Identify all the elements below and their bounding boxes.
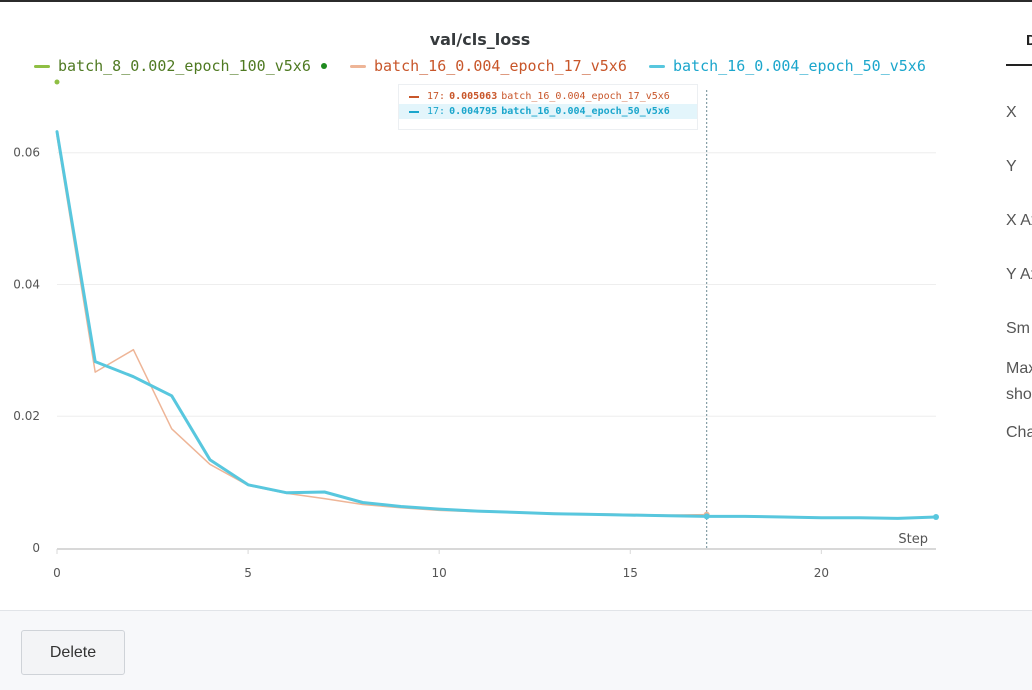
hover-tooltip: 17: 0.005063 batch_16_0.004_epoch_17_v5x…: [398, 84, 698, 130]
tooltip-row-1: 17: 0.004795 batch_16_0.004_epoch_50_v5x…: [399, 104, 697, 119]
tooltip-swatch-0: [409, 95, 419, 98]
tooltip-name-1: batch_16_0.004_epoch_50_v5x6: [501, 106, 670, 117]
legend-label-1: batch_16_0.004_epoch_17_v5x6: [374, 57, 627, 75]
x-axis-title: Step: [898, 532, 928, 547]
chart-legend: batch_8_0.002_epoch_100_v5x6 batch_16_0.…: [34, 57, 954, 77]
setting-x-label: X: [1006, 104, 1017, 121]
delete-button[interactable]: Delete: [21, 630, 125, 675]
chart-title: val/cls_loss: [429, 30, 531, 49]
x-tick-label: 5: [244, 566, 252, 580]
legend-label-2: batch_16_0.004_epoch_50_v5x6: [673, 57, 926, 75]
setting-x-axis-label: X Ax: [1006, 212, 1032, 229]
legend-item-1[interactable]: batch_16_0.004_epoch_17_v5x6: [350, 57, 627, 75]
x-tick-label: 0: [53, 566, 61, 580]
x-tick-label: 15: [623, 566, 638, 580]
series-end-point: [933, 514, 939, 521]
series-point-0: [54, 79, 60, 85]
tooltip-name-0: batch_16_0.004_epoch_17_v5x6: [501, 91, 670, 102]
tooltip-step-0: 17:: [427, 91, 446, 102]
x-tick-label: 20: [814, 566, 829, 580]
tooltip-value-1: 0.004795: [449, 106, 498, 117]
setting-smoothing-label: Sm: [1006, 320, 1030, 337]
legend-item-0[interactable]: batch_8_0.002_epoch_100_v5x6: [34, 57, 327, 75]
legend-swatch-2: [649, 64, 665, 68]
series-line-2: [55, 130, 938, 520]
settings-tab-underline: [1006, 64, 1032, 66]
tooltip-swatch-1: [409, 110, 419, 113]
setting-chart-type-label: Cha: [1006, 424, 1032, 441]
tooltip-step-1: 17:: [427, 106, 446, 117]
y-tick-label: 0.04: [13, 277, 40, 291]
series-line-1: [56, 135, 708, 516]
legend-status-dot: [320, 63, 327, 69]
setting-max-runs-label-2: sho: [1006, 386, 1032, 403]
chart-settings-panel: D X Y X Ax Y Ax Sm Max sho Cha: [1006, 0, 1032, 610]
x-tick-label: 10: [432, 566, 447, 580]
legend-label-0: batch_8_0.002_epoch_100_v5x6: [58, 57, 311, 75]
y-tick-label: 0.06: [13, 146, 40, 160]
footer-bar: Delete: [0, 610, 1032, 690]
tooltip-value-0: 0.005063: [449, 91, 498, 102]
legend-swatch-0: [34, 64, 50, 68]
y-tick-label: 0: [32, 541, 40, 555]
setting-max-runs-label: Max: [1006, 360, 1032, 377]
y-tick-label: 0.02: [13, 409, 40, 423]
line-chart[interactable]: 0 0.02 0.04 0.06 0 5 10 15 20 Step: [0, 0, 1006, 610]
setting-y-axis-label: Y Ax: [1006, 266, 1032, 283]
setting-y-label: Y: [1006, 158, 1017, 175]
legend-item-2[interactable]: batch_16_0.004_epoch_50_v5x6: [649, 57, 926, 75]
tooltip-row-0: 17: 0.005063 batch_16_0.004_epoch_17_v5x…: [409, 89, 687, 104]
hover-point-2: [703, 513, 710, 520]
top-border: [0, 0, 1032, 2]
settings-tab[interactable]: D: [1026, 32, 1032, 49]
legend-swatch-1: [350, 64, 366, 68]
